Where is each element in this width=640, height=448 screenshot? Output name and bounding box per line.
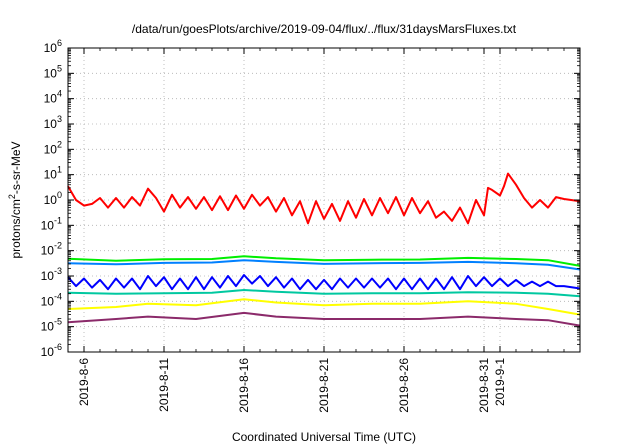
y-tick-label-exponent: -3 [54,266,62,276]
x-tick-label: 2019-8-6 [77,358,91,406]
y-tick-label: 100 [44,190,62,207]
y-tick-label-exponent: -5 [54,317,62,327]
y-tick-label-exponent: -6 [54,342,62,352]
y-tick-label: 106 [44,38,62,55]
y-tick-label-exponent: 1 [57,165,62,175]
y-tick-label-base: 10 [41,294,55,308]
x-tick-label: 2019-9-1 [493,358,507,406]
x-tick-label: 2019-8-11 [157,358,171,412]
x-axis-label: Coordinated Universal Time (UTC) [232,430,416,444]
y-tick-label-base: 10 [41,320,55,334]
y-tick-label-base: 10 [44,41,58,55]
series-line-6 [67,298,581,316]
y-tick-label: 10-2 [41,241,62,258]
y-tick-label: 102 [44,139,62,156]
y-axis-label-pre: protons/cm [9,199,23,258]
y-tick-label-base: 10 [41,345,55,359]
y-tick-label-exponent: 6 [57,38,62,48]
y-tick-label-exponent: -1 [54,215,62,225]
y-tick-label: 10-5 [41,317,62,334]
x-tick-label: 2019-8-16 [237,358,251,413]
y-tick-label: 10-4 [41,291,62,308]
y-tick-labels: 10-610-510-410-310-210-11001011021031041… [41,38,62,359]
x-tick-label: 2019-8-21 [317,358,331,413]
y-tick-label: 104 [44,89,62,106]
x-tick-label: 2019-8-26 [397,358,411,413]
y-tick-label: 10-3 [41,266,62,283]
series-line-4 [67,274,581,291]
series-line-7 [67,311,581,327]
y-tick-label-base: 10 [44,193,58,207]
y-tick-label: 103 [44,114,62,131]
series-line-3 [67,259,581,271]
series-line-2 [67,255,581,267]
y-tick-label-exponent: -4 [54,291,62,301]
y-tick-label-base: 10 [41,269,55,283]
y-tick-label: 101 [44,165,62,182]
y-axis-label-sup: 2 [7,194,17,199]
y-tick-label-base: 10 [41,218,55,232]
y-tick-label-exponent: 5 [57,63,62,73]
y-tick-label-exponent: 0 [57,190,62,200]
y-tick-label-base: 10 [44,168,58,182]
y-axis-label: protons/cm2-s-sr-MeV [7,141,23,258]
y-tick-label-exponent: 3 [57,114,62,124]
y-axis-label-post: -s-sr-MeV [9,141,23,194]
y-tick-label-base: 10 [44,142,58,156]
data-series [67,172,581,327]
y-tick-label: 10-1 [41,215,62,232]
series-line-5 [67,289,581,298]
y-tick-label-base: 10 [44,92,58,106]
y-tick-label: 10-6 [41,342,62,359]
y-tick-label: 105 [44,63,62,80]
series-line-1 [67,172,581,225]
y-tick-label-exponent: 2 [57,139,62,149]
y-tick-label-base: 10 [44,117,58,131]
x-tick-label: 2019-8-31 [477,358,491,413]
y-tick-label-base: 10 [44,66,58,80]
y-tick-label-base: 10 [41,244,55,258]
axis-ticks [68,47,580,353]
y-tick-label-exponent: 4 [57,89,62,99]
chart-title: /data/run/goesPlots/archive/2019-09-04/f… [132,22,517,36]
grid [68,48,580,352]
x-tick-labels: 2019-8-6 2019-8-11 2019-8-16 2019-8-21 2019-… [77,358,507,413]
y-tick-label-exponent: -2 [54,241,62,251]
